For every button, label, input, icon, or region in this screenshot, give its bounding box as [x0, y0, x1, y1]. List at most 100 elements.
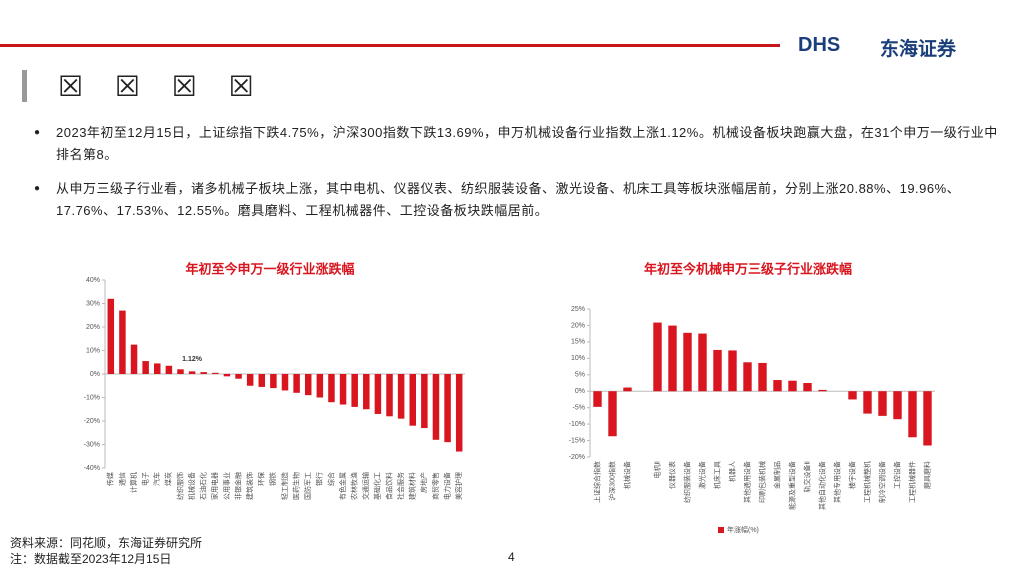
bar — [363, 374, 370, 410]
bar — [608, 391, 617, 437]
note: 注：数据截至2023年12月15日 — [10, 552, 172, 566]
bar — [683, 332, 692, 392]
x-tick-label: 建筑装饰 — [245, 472, 254, 500]
bar — [316, 374, 324, 398]
y-tick-label: -5% — [573, 405, 585, 412]
y-tick-label: -20% — [84, 418, 100, 425]
chart-title: 年初至今申万一级行业涨跌幅 — [185, 261, 354, 276]
y-tick-label: 0% — [90, 371, 100, 378]
bar — [258, 374, 266, 387]
y-tick-label: -30% — [84, 441, 100, 448]
y-tick-label: 20% — [571, 322, 585, 329]
x-tick-label: 美容护理 — [454, 472, 463, 500]
x-tick-label: 公用事业 — [222, 472, 231, 500]
bar — [803, 383, 812, 392]
bar — [200, 372, 207, 374]
bar — [818, 389, 827, 392]
legend-label: 年涨幅(%) — [727, 525, 759, 534]
bar — [668, 325, 677, 392]
value-label: 1.12% — [182, 356, 203, 363]
y-tick-label: -10% — [569, 421, 585, 428]
bar — [908, 391, 917, 438]
source: 资料来源：同花顺，东海证券研究所 — [10, 536, 203, 550]
x-tick-label: 印刷包装机械 — [757, 461, 766, 503]
x-tick-label: 轻工制造 — [280, 472, 289, 500]
x-tick-label: 环保 — [257, 472, 266, 486]
x-tick-label: 能源及重型设备 — [787, 461, 796, 510]
page-number: 4 — [508, 550, 515, 564]
bullet: 从申万三级子行业看，诸多机械子板块上涨，其中电机、仪器仪表、纺织服装设备、激光设… — [34, 178, 998, 222]
bar — [593, 391, 602, 407]
bar — [107, 298, 115, 374]
y-tick-label: -15% — [569, 437, 585, 444]
bar — [351, 374, 358, 407]
x-tick-label: 工程机械整机 — [862, 461, 871, 503]
x-tick-label: 磨具磨料 — [922, 461, 931, 489]
bar — [432, 374, 440, 440]
bar — [328, 374, 335, 403]
x-tick-label: 煤炭 — [164, 472, 173, 486]
x-tick-label: 食品饮料 — [384, 472, 393, 500]
y-tick-label: 15% — [571, 339, 585, 346]
bar — [409, 374, 416, 426]
bar — [339, 374, 347, 405]
y-tick-label: 40% — [86, 277, 100, 284]
x-tick-label: 仪器仪表 — [667, 461, 676, 489]
x-tick-label: 计算机 — [129, 472, 138, 493]
y-tick-label: 10% — [86, 347, 100, 354]
x-tick-label: 楼宇设备 — [847, 461, 856, 489]
bar — [235, 374, 242, 379]
x-tick-label: 国防军工 — [303, 472, 312, 500]
bar — [848, 391, 857, 400]
y-tick-label: 10% — [571, 355, 585, 362]
x-tick-label: 房地产 — [419, 472, 428, 493]
bar — [386, 374, 393, 417]
bar — [246, 374, 254, 386]
x-tick-label: 激光设备 — [697, 461, 706, 489]
x-tick-label: 社会服务 — [396, 472, 405, 500]
bullet-text: 从申万三级子行业看，诸多机械子板块上涨，其中电机、仪器仪表、纺织服装设备、激光设… — [56, 181, 961, 218]
bar — [281, 374, 289, 391]
x-tick-label: 农林牧渔 — [350, 472, 359, 500]
y-tick-label: -10% — [84, 394, 100, 401]
x-tick-label: 沪深300指数 — [607, 461, 616, 501]
x-tick-label: 轨交设备Ⅱ — [802, 461, 811, 492]
x-tick-label: 家用电器 — [210, 472, 219, 500]
bar — [154, 363, 161, 374]
bar — [728, 350, 737, 392]
bar — [119, 310, 126, 374]
x-tick-label: 商贸零售 — [431, 472, 440, 500]
x-tick-label: 石油石化 — [199, 472, 208, 500]
bar — [893, 391, 902, 420]
bar — [304, 374, 312, 396]
bullet-text: 2023年初至12月15日，上证综指下跌4.75%，沪深300指数下跌13.69… — [56, 125, 998, 162]
x-tick-label: 其他自动化设备 — [817, 461, 826, 510]
x-tick-label: 电力设备 — [442, 472, 451, 500]
bar — [293, 374, 300, 393]
bar — [788, 380, 797, 392]
bar — [653, 322, 662, 392]
bar — [397, 374, 405, 419]
bar — [270, 374, 277, 389]
x-tick-label: 机械设备 — [622, 461, 631, 489]
bar — [177, 369, 184, 374]
x-tick-label: 纺织服饰 — [175, 472, 184, 500]
x-tick-label: 机器人 — [727, 461, 736, 482]
bar — [223, 374, 231, 377]
bar — [374, 374, 382, 414]
x-tick-label: 医药生物 — [291, 472, 300, 500]
y-tick-label: -40% — [84, 465, 100, 472]
x-tick-label: 工控设备 — [892, 461, 901, 489]
bar — [758, 362, 767, 392]
bar — [421, 374, 428, 429]
y-tick-label: -20% — [569, 454, 585, 461]
bar — [455, 374, 463, 452]
x-tick-label: 非银金融 — [233, 472, 242, 500]
x-tick-label: 金属制品 — [772, 461, 781, 489]
x-tick-label: 汽车 — [152, 472, 161, 486]
x-tick-label: 银行 — [315, 472, 324, 486]
x-tick-label: 建筑材料 — [408, 472, 417, 500]
y-tick-label: 20% — [86, 324, 100, 331]
y-tick-label: 25% — [571, 306, 585, 313]
